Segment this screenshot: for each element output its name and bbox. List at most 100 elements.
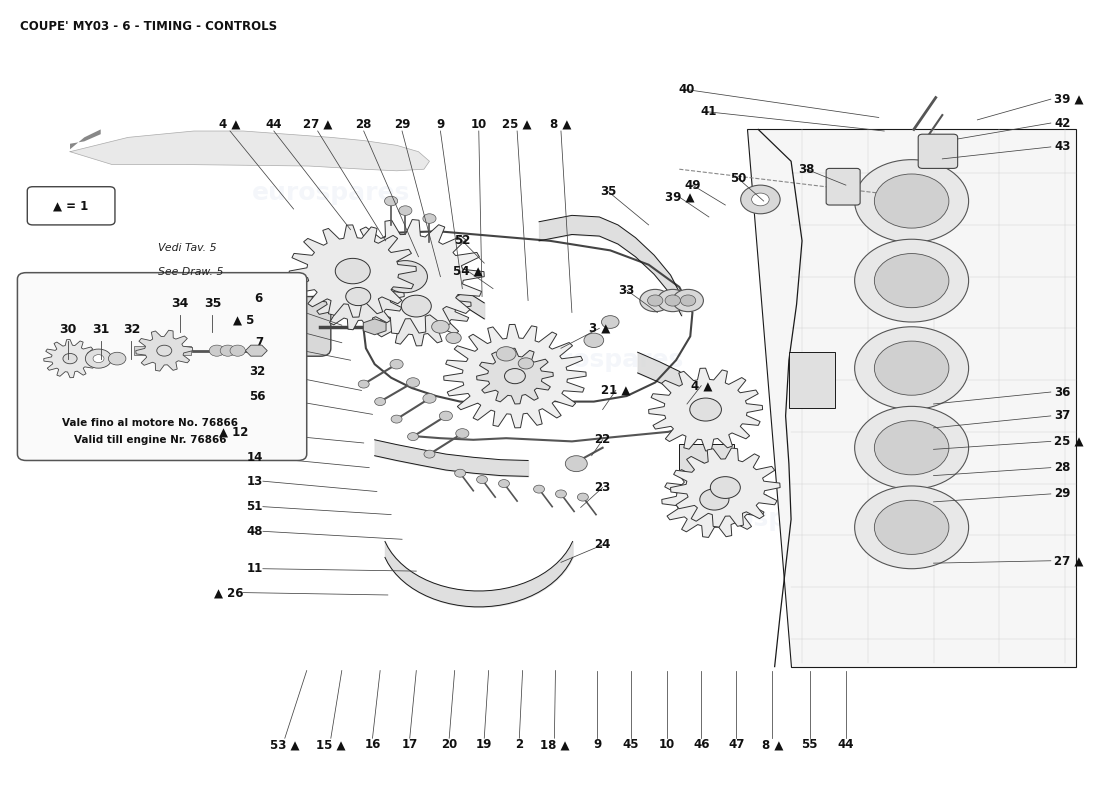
FancyBboxPatch shape (28, 186, 115, 225)
Text: 7: 7 (255, 336, 263, 349)
Text: 49: 49 (684, 178, 701, 192)
Circle shape (476, 476, 487, 483)
Text: 43: 43 (1054, 141, 1070, 154)
Polygon shape (312, 263, 405, 330)
Text: 17: 17 (402, 738, 418, 751)
Text: 27 ▲: 27 ▲ (302, 118, 332, 131)
Text: 15 ▲: 15 ▲ (316, 738, 345, 751)
Circle shape (431, 321, 449, 333)
Circle shape (383, 261, 428, 293)
Text: 38: 38 (799, 162, 815, 176)
Text: 13: 13 (246, 474, 263, 488)
Bar (148, 346, 159, 355)
Text: 30: 30 (59, 323, 77, 336)
Circle shape (681, 295, 695, 306)
Circle shape (673, 290, 703, 312)
Circle shape (495, 362, 535, 390)
Circle shape (640, 290, 671, 312)
Bar (179, 346, 190, 355)
Text: 27 ▲: 27 ▲ (1054, 554, 1084, 567)
Text: 9: 9 (593, 738, 602, 751)
Circle shape (855, 160, 969, 242)
Text: 10: 10 (471, 118, 487, 131)
Text: eurospares: eurospares (526, 348, 684, 372)
Text: 40: 40 (679, 83, 695, 96)
FancyBboxPatch shape (18, 273, 307, 461)
Polygon shape (70, 130, 101, 150)
Text: 16: 16 (364, 738, 381, 751)
Circle shape (359, 380, 370, 388)
Text: 36: 36 (1054, 386, 1070, 398)
Text: 14: 14 (246, 450, 263, 464)
Polygon shape (245, 345, 267, 356)
Circle shape (454, 470, 465, 477)
Circle shape (855, 406, 969, 489)
Bar (133, 346, 144, 355)
Text: Valid till engine Nr. 76866: Valid till engine Nr. 76866 (74, 435, 227, 445)
Circle shape (439, 411, 452, 421)
Text: 41: 41 (701, 106, 717, 118)
Text: 8 ▲: 8 ▲ (550, 118, 572, 131)
Text: 54 ▲: 54 ▲ (453, 265, 483, 278)
Text: 29: 29 (394, 118, 410, 131)
Text: 52: 52 (454, 234, 471, 247)
Text: 24: 24 (594, 538, 610, 551)
Circle shape (855, 239, 969, 322)
Circle shape (751, 193, 769, 206)
Text: 28: 28 (1054, 461, 1070, 474)
Circle shape (230, 345, 245, 356)
Circle shape (874, 421, 949, 475)
Text: ▲ 5: ▲ 5 (233, 313, 254, 326)
Circle shape (496, 346, 516, 361)
Circle shape (179, 303, 245, 350)
Text: 56: 56 (249, 390, 265, 402)
Text: 35: 35 (600, 185, 616, 198)
Text: 32: 32 (249, 365, 265, 378)
Circle shape (455, 429, 469, 438)
Circle shape (700, 489, 729, 510)
Polygon shape (363, 319, 386, 334)
FancyBboxPatch shape (201, 297, 331, 356)
Circle shape (855, 486, 969, 569)
Polygon shape (662, 462, 767, 538)
Circle shape (109, 352, 125, 365)
Text: 39 ▲: 39 ▲ (664, 190, 694, 203)
Bar (164, 346, 175, 355)
Text: 10: 10 (659, 738, 675, 751)
Circle shape (505, 369, 526, 384)
Circle shape (534, 485, 544, 493)
Text: Vedi Tav. 5: Vedi Tav. 5 (157, 243, 217, 254)
Circle shape (658, 290, 689, 312)
Circle shape (855, 326, 969, 410)
Circle shape (422, 394, 436, 403)
Circle shape (518, 358, 534, 369)
Circle shape (86, 349, 112, 368)
Circle shape (498, 479, 509, 487)
Text: 37: 37 (1054, 410, 1070, 422)
Text: 51: 51 (246, 500, 263, 513)
Text: ▲ = 1: ▲ = 1 (54, 199, 89, 212)
Circle shape (602, 316, 619, 328)
Text: 3 ▲: 3 ▲ (588, 322, 609, 335)
Text: Vale fino al motore No. 76866: Vale fino al motore No. 76866 (62, 418, 238, 427)
Circle shape (385, 196, 398, 206)
Polygon shape (671, 448, 780, 527)
Text: ▲ 12: ▲ 12 (219, 426, 249, 438)
Circle shape (565, 456, 587, 472)
Text: eurospares: eurospares (252, 181, 410, 205)
Circle shape (711, 477, 740, 498)
Circle shape (345, 287, 371, 306)
Circle shape (402, 295, 431, 317)
Circle shape (648, 295, 663, 306)
FancyBboxPatch shape (826, 169, 860, 205)
Text: 18 ▲: 18 ▲ (540, 738, 569, 751)
Polygon shape (327, 219, 484, 334)
Circle shape (392, 415, 403, 423)
Text: 2: 2 (515, 738, 524, 751)
Polygon shape (135, 330, 192, 371)
Text: 20: 20 (441, 738, 458, 751)
Circle shape (666, 295, 681, 306)
Text: 23: 23 (594, 481, 610, 494)
Text: 21 ▲: 21 ▲ (601, 384, 630, 397)
Text: 46: 46 (693, 738, 710, 751)
